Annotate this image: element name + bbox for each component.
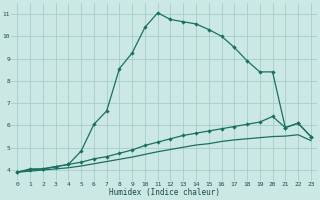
- X-axis label: Humidex (Indice chaleur): Humidex (Indice chaleur): [108, 188, 220, 197]
